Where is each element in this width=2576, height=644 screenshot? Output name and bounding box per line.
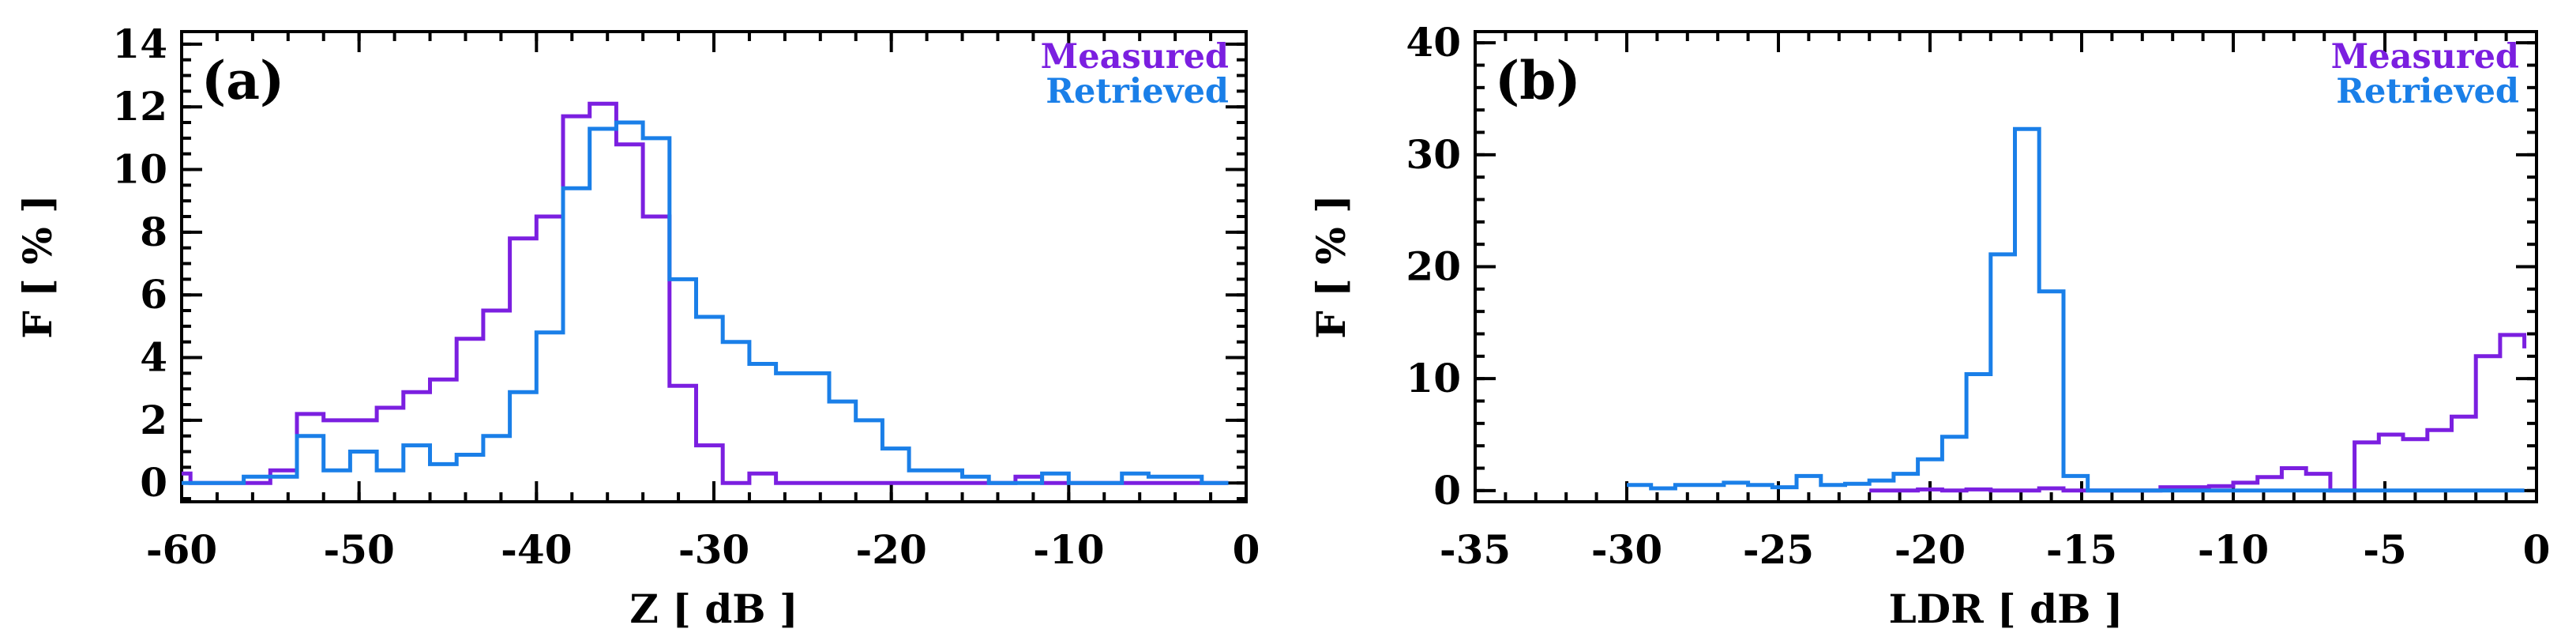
legend-measured: Measured — [1041, 37, 1229, 77]
panel-a: -60 -50 -40 -30 -20 -10 0 0 2 4 6 8 10 12 14 Z [ dB ] F … — [14, 21, 1260, 632]
legend-retrieved: Retrieved — [1046, 72, 1229, 111]
x-tick-label: -10 — [1033, 526, 1104, 573]
y-axis-label: F [ % ] — [14, 194, 61, 339]
y-tick-label: 20 — [1406, 243, 1461, 290]
x-tick-label: -60 — [146, 526, 217, 573]
x-tick-label: -50 — [323, 526, 394, 573]
x-tick-label: 0 — [1233, 526, 1260, 573]
legend-retrieved: Retrieved — [2336, 72, 2519, 111]
panel-label: (b) — [1495, 50, 1581, 111]
y-tick-label: 14 — [112, 21, 167, 67]
x-tick-label: -20 — [855, 526, 926, 573]
x-tick-label: 0 — [2523, 526, 2551, 573]
y-tick-label: 8 — [140, 209, 167, 255]
y-tick-label: 0 — [140, 459, 167, 506]
panel-b: -35 -30 -25 -20 -15 -10 -5 0 0 10 20 30 40 LDR [ dB ]… — [1308, 19, 2550, 632]
series-retrieved-line — [182, 120, 1229, 485]
panel-label: (a) — [201, 50, 284, 111]
y-tick-label: 30 — [1406, 131, 1461, 178]
x-tick-label: -30 — [678, 526, 749, 573]
x-tick-label: -30 — [1591, 526, 1662, 573]
x-tick-label: -20 — [1894, 526, 1966, 573]
x-tick-label: -40 — [501, 526, 572, 573]
x-tick-label: -35 — [1440, 526, 1511, 573]
series-measured-line — [182, 101, 1229, 485]
x-axis-label: Z [ dB ] — [629, 586, 798, 632]
x-tick-label: -5 — [2363, 526, 2407, 573]
series-measured-line — [1869, 333, 2527, 493]
y-axis-label: F [ % ] — [1308, 194, 1354, 339]
y-tick-label: 6 — [140, 271, 167, 318]
x-tick-label: -25 — [1743, 526, 1814, 573]
y-tick-label: 4 — [140, 334, 167, 381]
x-tick-label: -10 — [2198, 526, 2269, 573]
series-retrieved-line — [1627, 126, 2525, 493]
y-tick-label: 0 — [1433, 467, 1461, 514]
y-tick-label: 12 — [112, 83, 167, 130]
y-tick-label: 2 — [140, 397, 167, 443]
y-tick-label: 10 — [1406, 355, 1461, 401]
legend-measured: Measured — [2331, 37, 2519, 77]
y-tick-label: 10 — [112, 146, 167, 193]
y-tick-label: 40 — [1406, 19, 1461, 66]
x-tick-label: -15 — [2046, 526, 2117, 573]
x-axis-label: LDR [ dB ] — [1889, 586, 2124, 632]
